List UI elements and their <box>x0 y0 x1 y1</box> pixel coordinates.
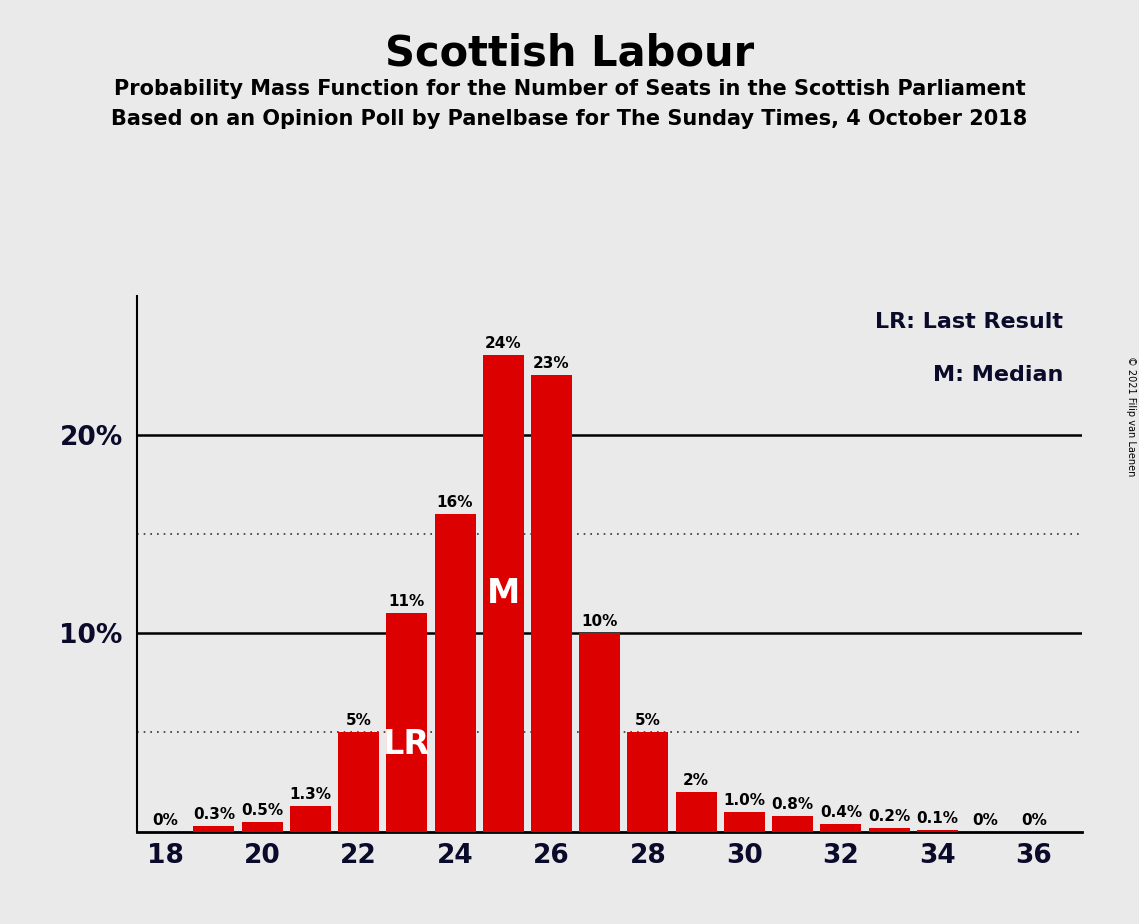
Text: 0.1%: 0.1% <box>917 810 958 826</box>
Text: Scottish Labour: Scottish Labour <box>385 32 754 74</box>
Text: 0.8%: 0.8% <box>771 796 813 812</box>
Bar <box>869 828 910 832</box>
Text: 0.4%: 0.4% <box>820 805 862 820</box>
Text: 0%: 0% <box>1021 812 1047 828</box>
Text: 0.2%: 0.2% <box>868 808 910 823</box>
Bar <box>917 830 958 832</box>
Bar <box>531 375 572 832</box>
Bar <box>724 812 765 832</box>
Bar <box>434 514 475 832</box>
Bar <box>675 792 716 832</box>
Text: 0%: 0% <box>973 812 999 828</box>
Text: 0%: 0% <box>153 812 179 828</box>
Bar <box>580 633 621 832</box>
Text: M: M <box>486 577 519 610</box>
Text: 1.3%: 1.3% <box>289 787 331 802</box>
Bar <box>386 614 427 832</box>
Text: 11%: 11% <box>388 594 425 609</box>
Text: 0.5%: 0.5% <box>241 803 284 818</box>
Bar <box>772 816 813 832</box>
Bar <box>289 806 330 832</box>
Text: 1.0%: 1.0% <box>723 793 765 808</box>
Bar <box>338 733 379 832</box>
Text: Probability Mass Function for the Number of Seats in the Scottish Parliament: Probability Mass Function for the Number… <box>114 79 1025 99</box>
Bar <box>194 826 235 832</box>
Text: 16%: 16% <box>436 495 474 510</box>
Bar <box>483 355 524 832</box>
Text: 24%: 24% <box>485 336 522 351</box>
Text: 0.3%: 0.3% <box>192 807 235 821</box>
Bar <box>820 823 861 832</box>
Text: M: Median: M: Median <box>933 365 1063 385</box>
Text: 5%: 5% <box>636 713 661 728</box>
Text: 23%: 23% <box>533 356 570 371</box>
Text: 10%: 10% <box>582 614 617 629</box>
Text: LR: LR <box>383 728 431 760</box>
Bar <box>241 821 282 832</box>
Text: 2%: 2% <box>683 773 710 788</box>
Text: LR: Last Result: LR: Last Result <box>875 311 1063 332</box>
Text: © 2021 Filip van Laenen: © 2021 Filip van Laenen <box>1126 356 1136 476</box>
Bar <box>628 733 669 832</box>
Text: 5%: 5% <box>345 713 371 728</box>
Text: Based on an Opinion Poll by Panelbase for The Sunday Times, 4 October 2018: Based on an Opinion Poll by Panelbase fo… <box>112 109 1027 129</box>
